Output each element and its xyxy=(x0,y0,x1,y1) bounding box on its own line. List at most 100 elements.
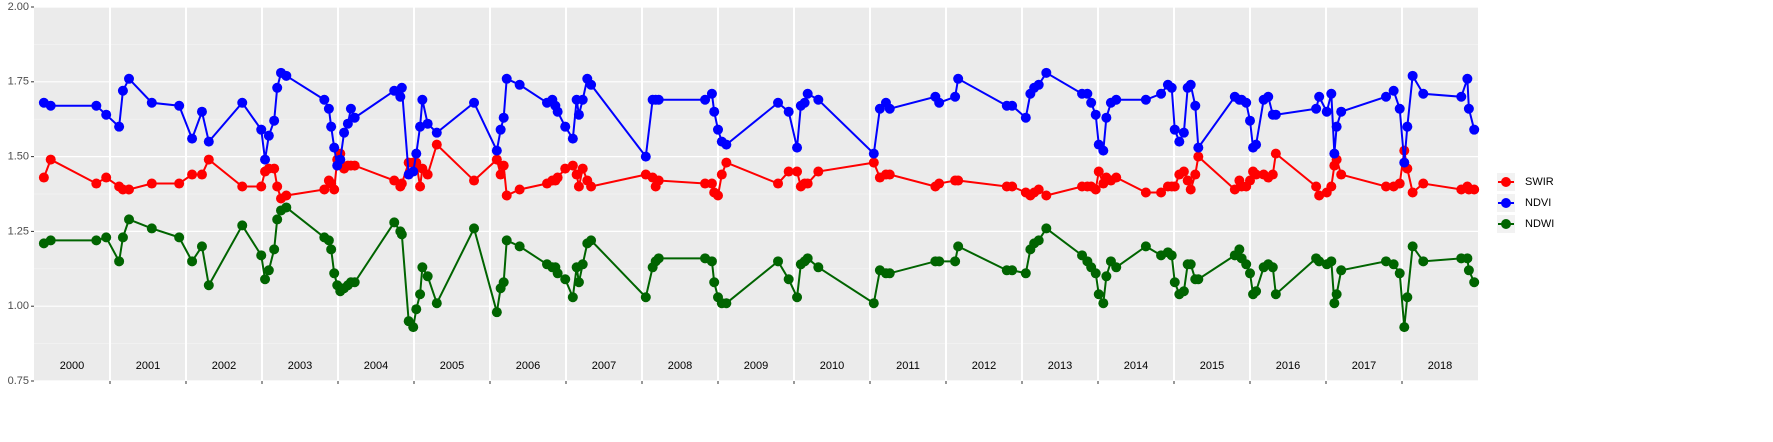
data-point xyxy=(884,103,895,114)
data-point xyxy=(431,127,442,138)
data-point xyxy=(1098,145,1109,156)
data-point xyxy=(1111,94,1122,105)
data-point xyxy=(653,175,664,186)
data-point xyxy=(101,232,112,243)
y-tick-label: 1.25 xyxy=(8,225,29,237)
data-point xyxy=(101,172,112,183)
data-point xyxy=(260,274,271,285)
data-point xyxy=(552,268,563,279)
data-point xyxy=(706,88,717,99)
data-point xyxy=(1098,298,1109,309)
data-point xyxy=(1101,271,1112,282)
data-point xyxy=(573,181,584,192)
data-point xyxy=(1402,292,1413,303)
data-point xyxy=(1185,259,1196,270)
data-point xyxy=(1399,322,1410,333)
data-point xyxy=(792,292,803,303)
year-label: 2017 xyxy=(1352,360,1376,372)
data-point xyxy=(501,190,512,201)
data-point xyxy=(114,256,125,267)
data-point xyxy=(422,118,433,129)
data-point xyxy=(1245,268,1255,279)
data-point xyxy=(256,124,267,135)
data-point xyxy=(237,181,248,192)
data-point xyxy=(1093,289,1104,300)
data-point xyxy=(1111,262,1122,273)
data-point xyxy=(408,166,419,177)
data-point xyxy=(501,235,512,246)
data-point xyxy=(773,256,784,267)
data-point xyxy=(1331,289,1342,300)
data-point xyxy=(323,235,334,246)
data-point xyxy=(1399,157,1410,168)
data-point xyxy=(269,115,280,126)
data-point xyxy=(491,145,502,156)
data-point xyxy=(934,256,945,267)
data-point xyxy=(1251,286,1262,297)
data-point xyxy=(260,154,271,165)
data-point xyxy=(117,85,128,96)
data-point xyxy=(256,250,267,261)
data-point xyxy=(1007,181,1018,192)
data-point xyxy=(709,277,720,288)
data-point xyxy=(281,70,292,81)
data-point xyxy=(491,154,502,165)
data-point xyxy=(415,289,426,300)
data-point xyxy=(552,172,563,183)
data-point xyxy=(783,274,794,285)
data-point xyxy=(953,73,964,84)
data-point xyxy=(422,271,433,282)
data-point xyxy=(1245,115,1255,126)
data-point xyxy=(1007,265,1018,276)
data-point xyxy=(187,169,198,180)
data-point xyxy=(1033,235,1044,246)
data-point xyxy=(813,94,824,105)
data-point xyxy=(196,241,207,252)
data-point xyxy=(1336,106,1347,117)
data-point xyxy=(174,232,185,243)
data-point xyxy=(114,121,125,132)
data-point xyxy=(203,154,214,165)
data-point xyxy=(124,73,134,84)
data-point xyxy=(329,268,340,279)
data-point xyxy=(1033,79,1044,90)
legend-dot xyxy=(1501,198,1511,208)
data-point xyxy=(415,121,426,132)
data-point xyxy=(1241,97,1252,108)
data-point xyxy=(700,94,711,105)
data-point xyxy=(721,157,732,168)
data-point xyxy=(1462,253,1473,264)
y-tick-label: 1.50 xyxy=(8,151,29,163)
data-point xyxy=(716,169,727,180)
data-point xyxy=(1336,265,1347,276)
data-point xyxy=(567,133,578,144)
data-point xyxy=(349,112,360,123)
data-point xyxy=(431,139,442,150)
data-point xyxy=(389,217,400,228)
data-point xyxy=(269,244,280,255)
data-point xyxy=(329,142,340,153)
data-point xyxy=(799,97,810,108)
data-point xyxy=(1178,127,1189,138)
data-point xyxy=(783,106,794,117)
data-point xyxy=(1326,181,1337,192)
data-point xyxy=(950,256,961,267)
year-label: 2004 xyxy=(364,360,388,372)
data-point xyxy=(417,94,428,105)
data-point xyxy=(45,154,56,165)
data-point xyxy=(577,94,588,105)
data-point xyxy=(514,241,525,252)
data-point xyxy=(203,280,214,291)
data-point xyxy=(783,166,794,177)
data-point xyxy=(1041,190,1052,201)
year-label: 2003 xyxy=(288,360,312,372)
data-point xyxy=(773,178,784,189)
data-point xyxy=(1399,145,1410,156)
data-point xyxy=(934,178,945,189)
data-point xyxy=(1402,121,1413,132)
data-point xyxy=(339,127,350,138)
data-point xyxy=(1169,124,1180,135)
data-point xyxy=(1166,82,1177,93)
data-point xyxy=(1394,178,1405,189)
data-point xyxy=(884,169,895,180)
